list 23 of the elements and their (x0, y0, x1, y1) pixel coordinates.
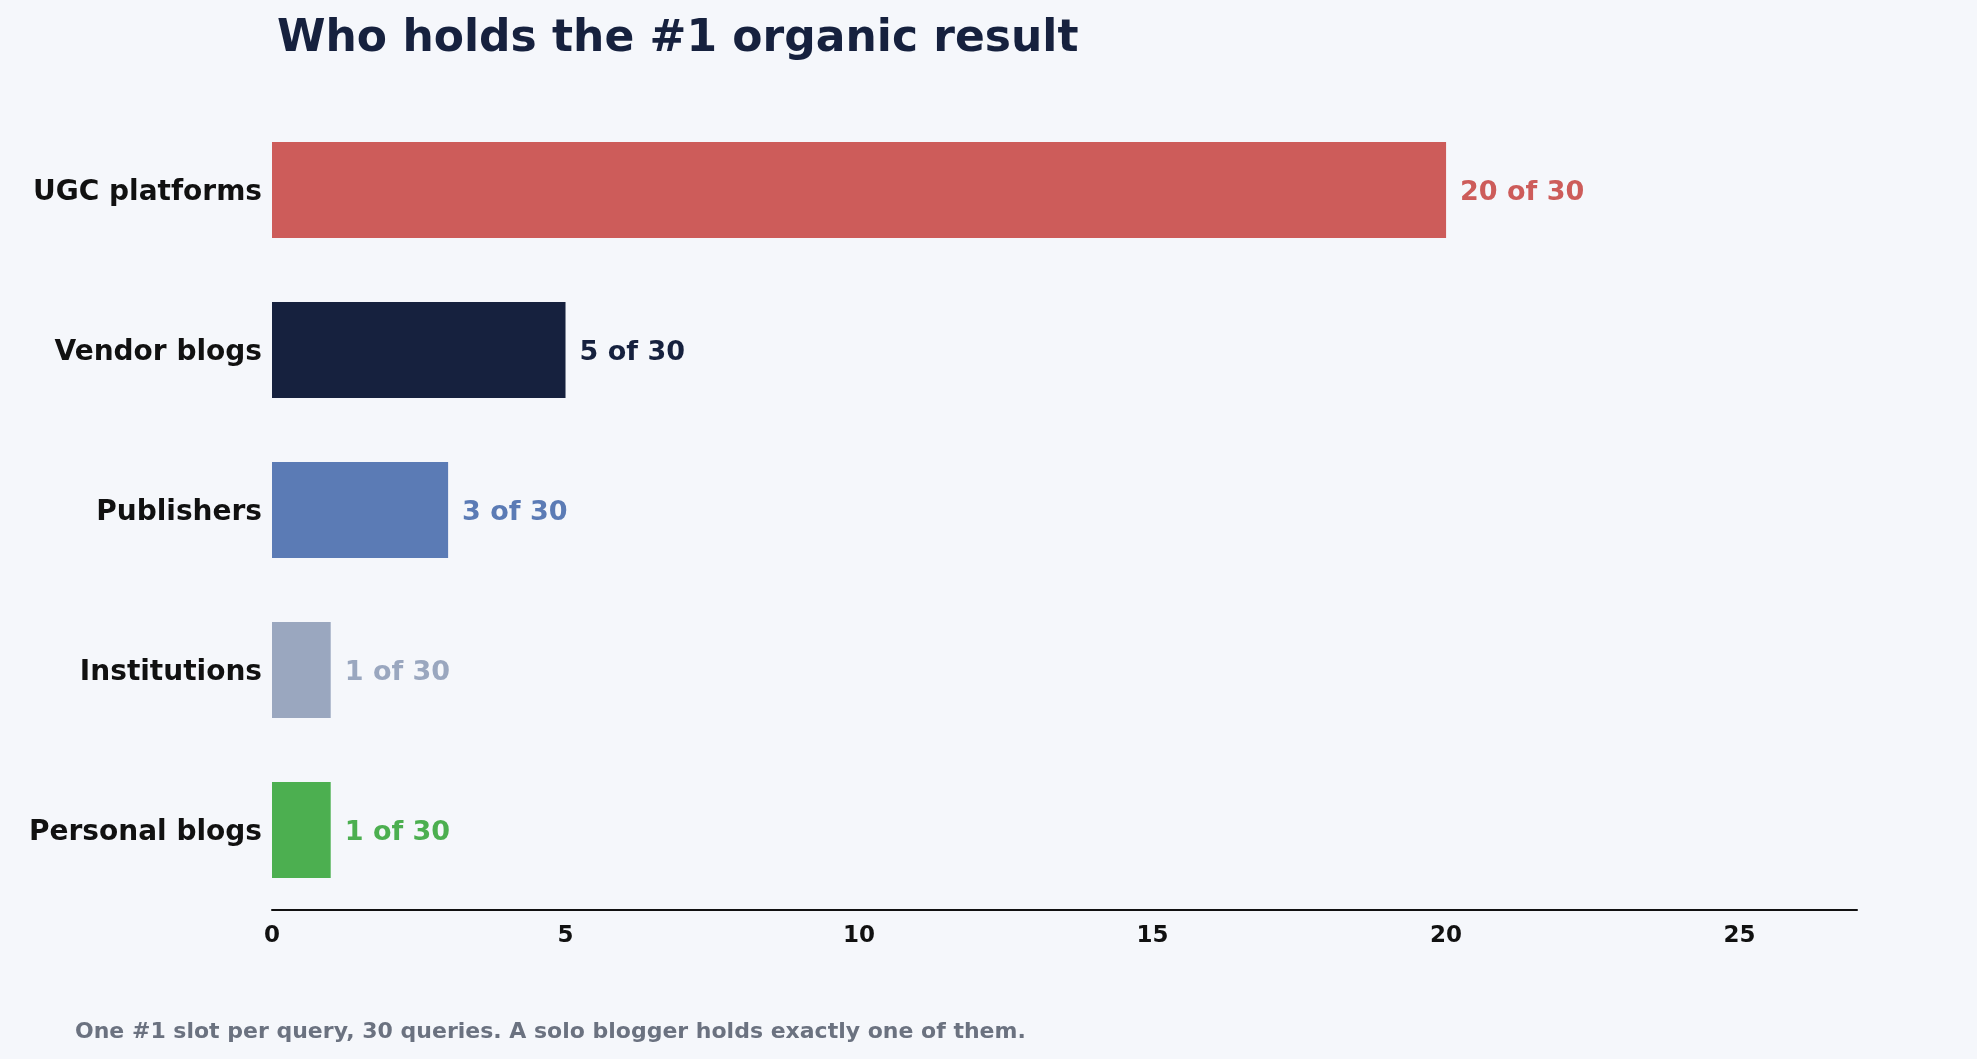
x-tick-label: 10 (843, 920, 876, 947)
y-tick-label: Vendor blogs (54, 333, 262, 367)
chart-title: Who holds the #1 organic result (277, 9, 1079, 61)
data-label: 3 of 30 (462, 494, 568, 526)
x-tick-label: 15 (1136, 920, 1169, 947)
x-tick-label: 0 (263, 920, 281, 947)
x-tick-label: 25 (1723, 920, 1756, 947)
y-tick-label: Publishers (96, 493, 262, 527)
data-label: 1 of 30 (344, 814, 451, 846)
data-label: 20 of 30 (1460, 174, 1585, 206)
data-label: 5 of 30 (579, 334, 685, 366)
data-label: 1 of 30 (344, 654, 451, 686)
bar (272, 462, 449, 558)
text: One #1 slot per query, 30 queries. A solo blogger holds exactly one of them. (75, 1017, 1026, 1043)
bar (272, 142, 1447, 238)
bar (272, 782, 331, 878)
x-tick-label: 20 (1430, 920, 1463, 947)
bar (272, 302, 566, 398)
y-tick-label: Personal blogs (29, 813, 262, 847)
bar (272, 622, 331, 718)
y-tick-label: Institutions (79, 653, 262, 687)
x-tick-label: 5 (557, 920, 574, 947)
y-tick-label: UGC platforms (32, 173, 262, 207)
